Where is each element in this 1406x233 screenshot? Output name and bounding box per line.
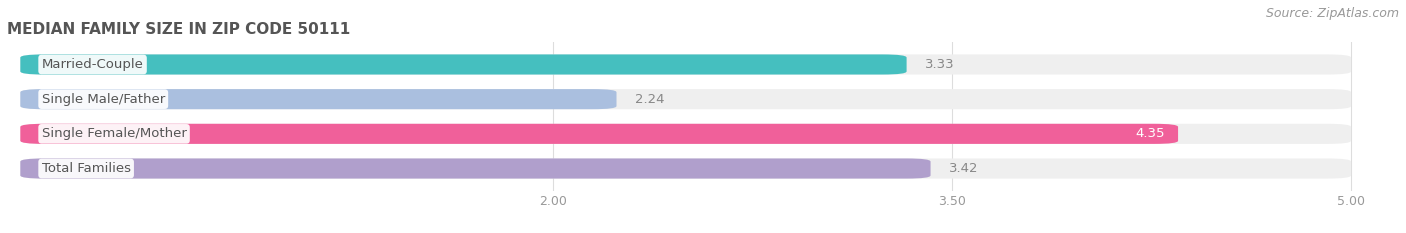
FancyBboxPatch shape	[20, 55, 907, 75]
Text: 4.35: 4.35	[1135, 127, 1164, 140]
Text: Source: ZipAtlas.com: Source: ZipAtlas.com	[1265, 7, 1399, 20]
Text: 3.33: 3.33	[925, 58, 955, 71]
Text: Total Families: Total Families	[42, 162, 131, 175]
FancyBboxPatch shape	[20, 158, 1351, 178]
Text: 2.24: 2.24	[636, 93, 665, 106]
Text: 3.42: 3.42	[949, 162, 979, 175]
FancyBboxPatch shape	[20, 89, 1351, 109]
FancyBboxPatch shape	[20, 124, 1178, 144]
FancyBboxPatch shape	[20, 89, 616, 109]
FancyBboxPatch shape	[20, 55, 1351, 75]
Text: Single Male/Father: Single Male/Father	[42, 93, 165, 106]
Text: MEDIAN FAMILY SIZE IN ZIP CODE 50111: MEDIAN FAMILY SIZE IN ZIP CODE 50111	[7, 22, 350, 37]
Text: Married-Couple: Married-Couple	[42, 58, 143, 71]
Text: Single Female/Mother: Single Female/Mother	[42, 127, 187, 140]
FancyBboxPatch shape	[20, 158, 931, 178]
FancyBboxPatch shape	[20, 124, 1351, 144]
